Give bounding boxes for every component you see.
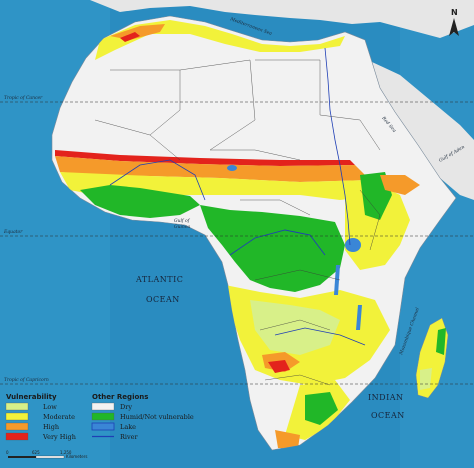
legend-swatch-very-high: [5, 432, 29, 441]
north-coast-high: [110, 24, 165, 40]
arabia-landmass: [372, 62, 474, 200]
scale-tick-1: 625: [32, 450, 40, 455]
legend-label-moderate: Moderate: [43, 413, 75, 421]
east-africa-moderate: [345, 185, 410, 270]
tropic-of-cancer-label: Tropic of Cancer: [4, 95, 43, 101]
scale-tick-2: 1,250: [60, 450, 72, 455]
legend-swatch-humid: [91, 412, 115, 421]
legend-label-river: River: [120, 433, 138, 441]
lake-chad: [227, 165, 237, 171]
legend-swatch-dry: [91, 402, 115, 411]
scale-unit: Kilometers: [66, 454, 87, 459]
north-arrow: N: [449, 8, 459, 36]
river-congo: [229, 229, 326, 256]
river-zambezi: [274, 327, 366, 346]
legend: Vulnerability Other Regions Low Moderate…: [5, 393, 194, 441]
legend-swatch-high: [5, 422, 29, 431]
scale-bar-segment-1: [8, 456, 36, 458]
indian-ocean-label-1: INDIAN: [368, 393, 404, 402]
europe-landmass: [90, 0, 474, 38]
atlantic-ocean-label-2: OCEAN: [146, 295, 180, 304]
legend-other-title: Other Regions: [92, 393, 148, 401]
gulf-of-guinea-label-2: Guinea: [174, 224, 190, 230]
legend-swatch-low: [5, 402, 29, 411]
legend-label-very-high: Very High: [42, 433, 76, 441]
legend-swatch-lake: [91, 422, 115, 431]
west-africa-humid: [80, 185, 200, 218]
river-niger: [109, 159, 206, 201]
madagascar-humid: [436, 328, 446, 355]
legend-label-high: High: [43, 423, 59, 431]
legend-label-lake: Lake: [120, 423, 136, 431]
south-coast-high: [275, 430, 300, 448]
legend-swatch-moderate: [5, 412, 29, 421]
legend-label-low: Low: [43, 403, 57, 411]
north-arrow-icon: [449, 18, 459, 36]
equator-label: Equator: [3, 229, 23, 235]
lake-malawi: [356, 305, 362, 330]
legend-label-humid: Humid/Not vulnerable: [120, 413, 194, 421]
lake-tanganyika: [334, 265, 340, 295]
south-africa-east-humid: [305, 392, 338, 425]
river-nile: [324, 47, 351, 246]
vulnerability-zones: [55, 20, 420, 448]
north-label: N: [451, 8, 458, 17]
atlantic-ocean-label-1: ATLANTIC: [135, 275, 183, 284]
country-borders: [94, 59, 381, 386]
congo-basin-humid: [200, 205, 345, 292]
gulf-of-guinea-label-1: Gulf of: [174, 218, 191, 224]
horn-high: [380, 175, 420, 195]
southern-veryhigh-patch: [268, 360, 290, 373]
scale-tick-0: 0: [6, 450, 9, 455]
scale-bar: 0 625 1,250 Kilometers: [6, 450, 87, 459]
southern-africa-low: [250, 300, 340, 355]
north-coast-veryhigh: [120, 32, 140, 42]
tropic-of-capricorn-label: Tropic of Capricorn: [4, 377, 49, 383]
legend-vulnerability-title: Vulnerability: [6, 393, 57, 401]
madagascar-low: [420, 368, 432, 390]
lake-victoria: [345, 238, 361, 252]
scale-bar-segment-2: [35, 455, 65, 459]
sahel-veryhigh-band: [55, 150, 355, 166]
indian-ocean-label-2: OCEAN: [371, 411, 405, 420]
legend-label-dry: Dry: [120, 403, 132, 411]
